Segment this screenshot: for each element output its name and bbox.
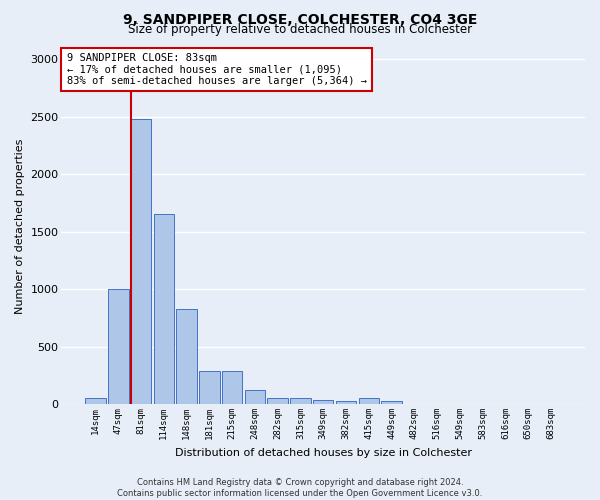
Bar — [381, 400, 402, 404]
Bar — [176, 308, 197, 404]
Bar — [290, 398, 311, 404]
Text: 9, SANDPIPER CLOSE, COLCHESTER, CO4 3GE: 9, SANDPIPER CLOSE, COLCHESTER, CO4 3GE — [123, 12, 477, 26]
Bar — [268, 398, 288, 404]
Text: Contains HM Land Registry data © Crown copyright and database right 2024.
Contai: Contains HM Land Registry data © Crown c… — [118, 478, 482, 498]
Bar — [131, 119, 151, 404]
Bar — [359, 398, 379, 404]
Bar — [199, 371, 220, 404]
Bar — [336, 402, 356, 404]
Bar — [245, 390, 265, 404]
X-axis label: Distribution of detached houses by size in Colchester: Distribution of detached houses by size … — [175, 448, 472, 458]
Y-axis label: Number of detached properties: Number of detached properties — [15, 138, 25, 314]
Text: 9 SANDPIPER CLOSE: 83sqm
← 17% of detached houses are smaller (1,095)
83% of sem: 9 SANDPIPER CLOSE: 83sqm ← 17% of detach… — [67, 53, 367, 86]
Bar — [154, 214, 174, 404]
Bar — [222, 371, 242, 404]
Bar — [85, 398, 106, 404]
Text: Size of property relative to detached houses in Colchester: Size of property relative to detached ho… — [128, 22, 472, 36]
Bar — [313, 400, 334, 404]
Bar — [108, 289, 128, 404]
